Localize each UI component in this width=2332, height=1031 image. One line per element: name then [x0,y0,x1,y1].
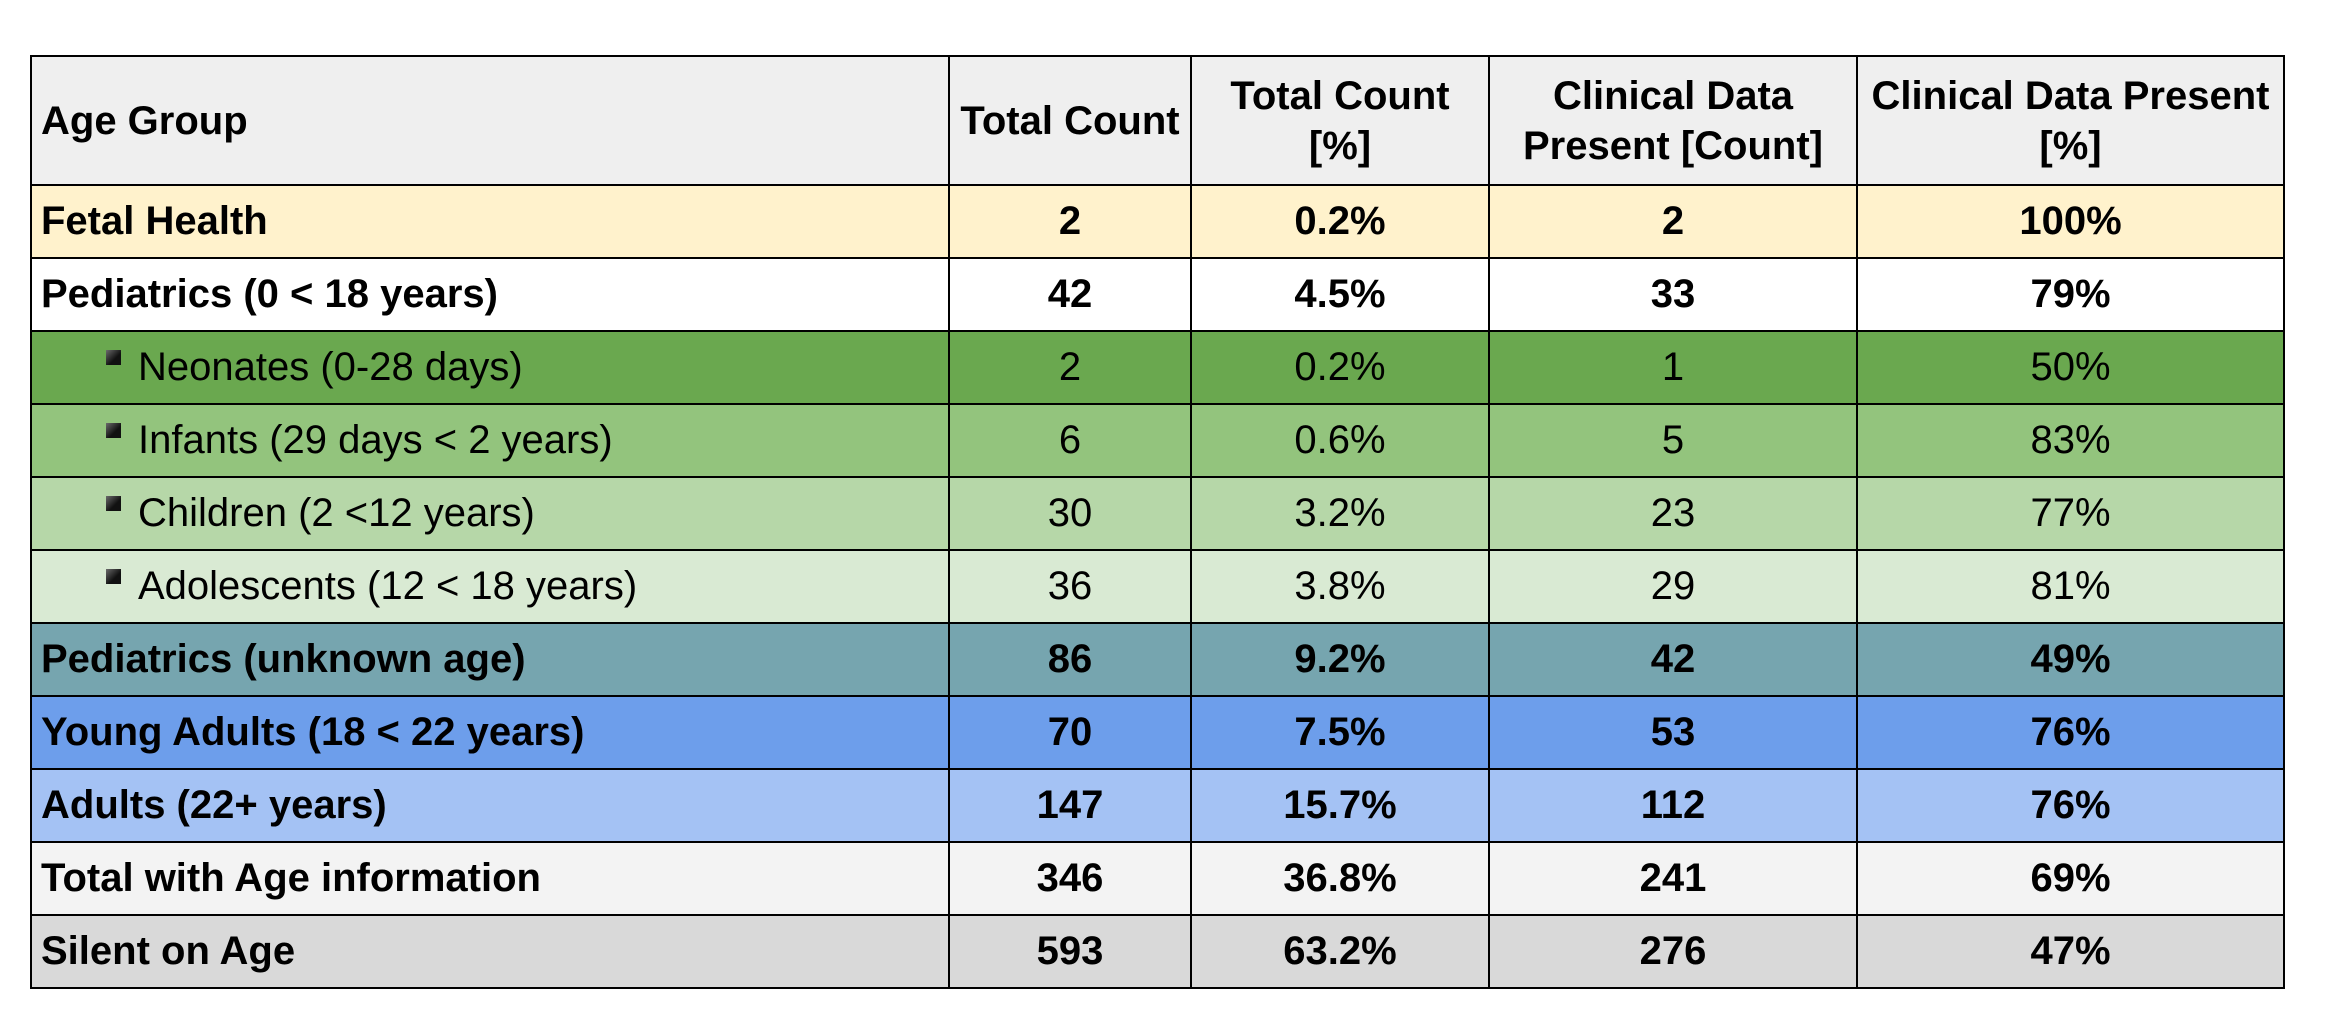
table-row: Pediatrics (0 < 18 years) 42 4.5% 33 79% [30,257,2285,332]
table-row: Total with Age information 346 36.8% 241 69% [30,841,2285,916]
cell-clinical-pct: 47% [1856,914,2285,989]
cell-total-count: 2 [948,330,1192,405]
cell-total-count: 30 [948,476,1192,551]
cell-total-count-pct: 0.2% [1190,330,1490,405]
cell-clinical-pct: 69% [1856,841,2285,916]
cell-clinical-count: 53 [1488,695,1858,770]
square-bullet-icon [106,496,121,511]
cell-total-count-pct: 4.5% [1190,257,1490,332]
cell-age-group: Adults (22+ years) [30,768,950,843]
cell-clinical-count: 1 [1488,330,1858,405]
cell-clinical-pct: 79% [1856,257,2285,332]
cell-clinical-pct: 76% [1856,768,2285,843]
cell-total-count: 2 [948,184,1192,259]
age-group-label: Neonates (0-28 days) [138,345,523,389]
cell-total-count: 36 [948,549,1192,624]
header-total-count: Total Count [948,55,1192,186]
cell-clinical-count: 276 [1488,914,1858,989]
header-clinical-pct: Clinical Data Present [%] [1856,55,2285,186]
cell-age-group: Pediatrics (0 < 18 years) [30,257,950,332]
square-bullet-icon [106,569,121,584]
age-group-label: Young Adults (18 < 22 years) [41,710,585,754]
cell-total-count-pct: 9.2% [1190,622,1490,697]
cell-total-count-pct: 63.2% [1190,914,1490,989]
cell-age-group: Neonates (0-28 days) [30,330,950,405]
cell-total-count-pct: 7.5% [1190,695,1490,770]
age-group-label: Fetal Health [41,199,268,243]
cell-age-group: Silent on Age [30,914,950,989]
cell-age-group: Adolescents (12 < 18 years) [30,549,950,624]
cell-clinical-count: 112 [1488,768,1858,843]
table-row: Silent on Age 593 63.2% 276 47% [30,914,2285,989]
cell-clinical-pct: 49% [1856,622,2285,697]
cell-clinical-pct: 81% [1856,549,2285,624]
cell-total-count: 70 [948,695,1192,770]
age-group-label: Total with Age information [41,856,541,900]
age-group-table: Age Group Total Count Total Count [%] Cl… [30,55,2285,989]
cell-clinical-pct: 83% [1856,403,2285,478]
cell-total-count: 346 [948,841,1192,916]
cell-clinical-count: 29 [1488,549,1858,624]
square-bullet-icon [106,350,121,365]
cell-clinical-count: 241 [1488,841,1858,916]
cell-total-count-pct: 3.8% [1190,549,1490,624]
cell-total-count: 42 [948,257,1192,332]
cell-clinical-count: 23 [1488,476,1858,551]
cell-total-count-pct: 0.6% [1190,403,1490,478]
square-bullet-icon [106,423,121,438]
cell-clinical-pct: 77% [1856,476,2285,551]
age-group-label: Adolescents (12 < 18 years) [138,564,638,608]
cell-clinical-count: 33 [1488,257,1858,332]
cell-age-group: Pediatrics (unknown age) [30,622,950,697]
header-row: Age Group Total Count Total Count [%] Cl… [30,55,2285,186]
cell-total-count: 6 [948,403,1192,478]
table-row: Adolescents (12 < 18 years) 36 3.8% 29 81% [30,549,2285,624]
table-row: Neonates (0-28 days) 2 0.2% 1 50% [30,330,2285,405]
cell-age-group: Young Adults (18 < 22 years) [30,695,950,770]
cell-total-count-pct: 3.2% [1190,476,1490,551]
age-group-label: Adults (22+ years) [41,783,387,827]
age-group-label: Children (2 <12 years) [138,491,535,535]
cell-total-count: 147 [948,768,1192,843]
table-row: Adults (22+ years) 147 15.7% 112 76% [30,768,2285,843]
cell-clinical-count: 2 [1488,184,1858,259]
table-row: Pediatrics (unknown age) 86 9.2% 42 49% [30,622,2285,697]
cell-age-group: Children (2 <12 years) [30,476,950,551]
header-age-group: Age Group [30,55,950,186]
cell-clinical-pct: 76% [1856,695,2285,770]
age-group-label: Pediatrics (unknown age) [41,637,526,681]
cell-age-group: Infants (29 days < 2 years) [30,403,950,478]
cell-total-count-pct: 36.8% [1190,841,1490,916]
table-row: Children (2 <12 years) 30 3.2% 23 77% [30,476,2285,551]
header-total-count-pct: Total Count [%] [1190,55,1490,186]
cell-total-count: 86 [948,622,1192,697]
table-row: Young Adults (18 < 22 years) 70 7.5% 53 76% [30,695,2285,770]
cell-clinical-pct: 50% [1856,330,2285,405]
header-clinical-count: Clinical Data Present [Count] [1488,55,1858,186]
cell-total-count-pct: 0.2% [1190,184,1490,259]
cell-age-group: Fetal Health [30,184,950,259]
cell-clinical-count: 42 [1488,622,1858,697]
cell-age-group: Total with Age information [30,841,950,916]
cell-clinical-pct: 100% [1856,184,2285,259]
age-group-label: Pediatrics (0 < 18 years) [41,272,498,316]
age-group-label: Silent on Age [41,929,296,973]
table-row: Fetal Health 2 0.2% 2 100% [30,184,2285,259]
table-row: Infants (29 days < 2 years) 6 0.6% 5 83% [30,403,2285,478]
cell-total-count: 593 [948,914,1192,989]
cell-clinical-count: 5 [1488,403,1858,478]
table-body: Fetal Health 2 0.2% 2 100% Pediatrics (0 < 18… [30,184,2285,989]
cell-total-count-pct: 15.7% [1190,768,1490,843]
age-group-label: Infants (29 days < 2 years) [138,418,613,462]
